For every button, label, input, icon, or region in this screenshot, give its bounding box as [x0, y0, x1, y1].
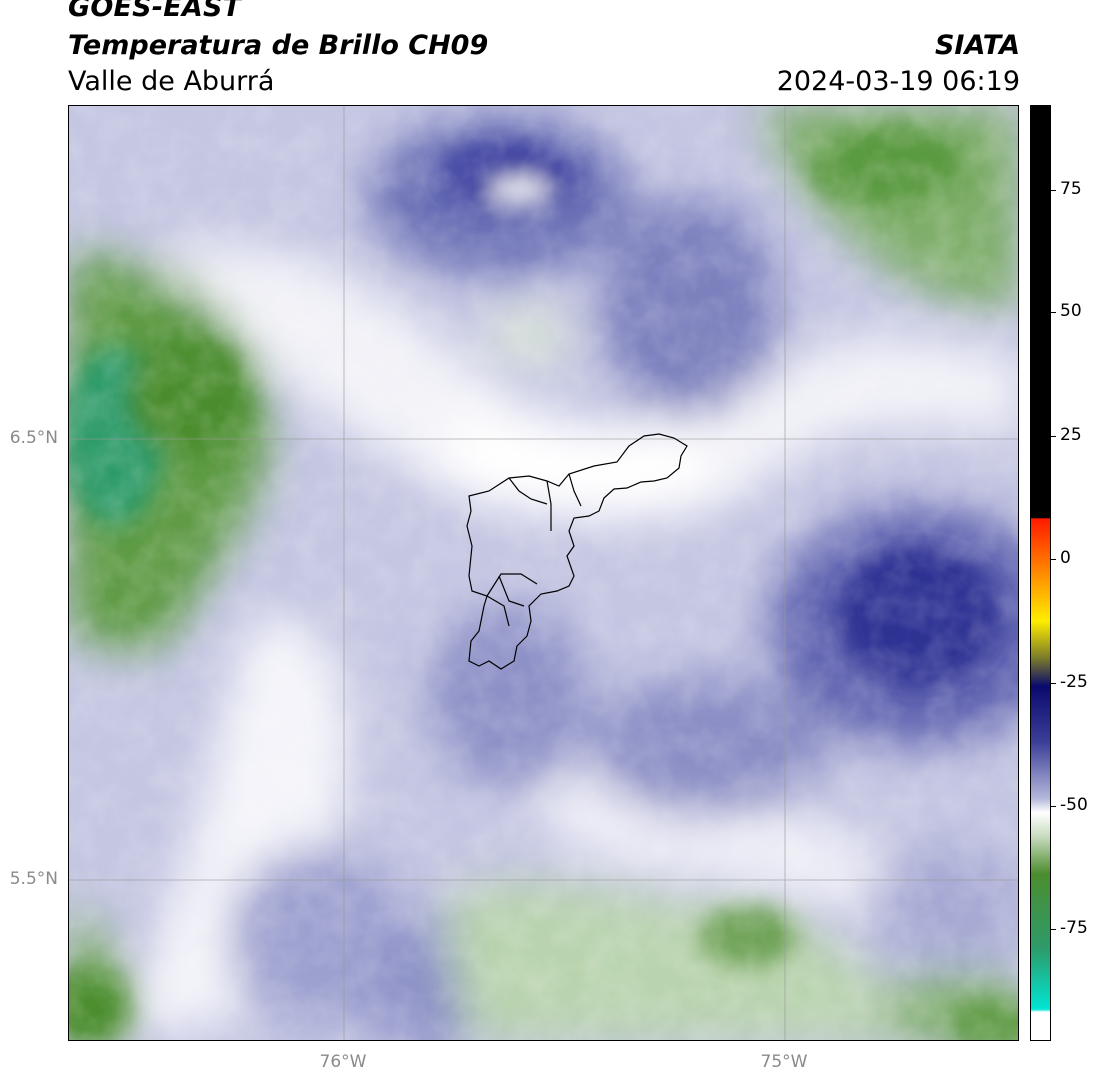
colorbar-tick	[1051, 683, 1056, 684]
colorbar-label-minus-25: -25	[1060, 672, 1088, 692]
title-block: GOES-EAST Temperatura de Brillo CH09 Val…	[68, 0, 1020, 104]
lat-label-5-5n: 5.5°N	[9, 869, 58, 889]
datetime-label: 2024-03-19 06:19	[776, 66, 1020, 97]
colorbar-label-minus-75: -75	[1060, 918, 1088, 938]
valle-de-aburra-boundary	[466, 433, 688, 670]
colorbar-tick	[1051, 806, 1056, 807]
colorbar	[1030, 105, 1051, 1041]
lat-label-6-5n: 6.5°N	[9, 428, 58, 448]
channel-title: Temperatura de Brillo CH09	[68, 30, 489, 61]
product-title: GOES-EAST	[68, 0, 242, 23]
colorbar-tick	[1051, 190, 1056, 191]
graticule	[69, 106, 1018, 1040]
colorbar-tick	[1051, 436, 1056, 437]
lon-label-76w: 76°W	[319, 1052, 367, 1072]
colorbar-tick	[1051, 559, 1056, 560]
colorbar-label-50: 50	[1060, 301, 1082, 321]
agency-label: SIATA	[934, 30, 1020, 61]
colorbar-label-25: 25	[1060, 425, 1082, 445]
colorbar-label-minus-50: -50	[1060, 795, 1088, 815]
lon-label-75w: 75°W	[760, 1052, 808, 1072]
colorbar-label-75: 75	[1060, 179, 1082, 199]
region-subtitle: Valle de Aburrá	[68, 66, 275, 97]
brightness-temperature-field	[69, 106, 1018, 1040]
colorbar-gradient	[1031, 106, 1050, 1040]
colorbar-tick	[1051, 929, 1056, 930]
colorbar-label-0: 0	[1060, 548, 1071, 568]
satellite-map[interactable]	[68, 105, 1019, 1041]
colorbar-tick	[1051, 312, 1056, 313]
